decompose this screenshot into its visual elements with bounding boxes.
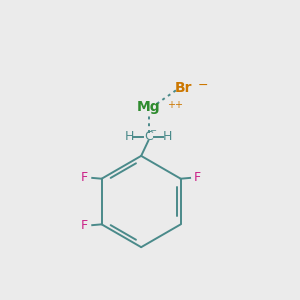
Text: F: F (194, 171, 201, 184)
Text: Mg: Mg (137, 100, 160, 114)
Text: F: F (81, 219, 88, 232)
Text: ++: ++ (167, 100, 183, 110)
Text: −: − (198, 79, 208, 92)
Text: C: C (144, 130, 153, 143)
Text: H: H (163, 130, 172, 143)
Text: −: − (149, 126, 156, 135)
Text: H: H (125, 130, 134, 143)
Text: F: F (81, 171, 88, 184)
Text: Br: Br (175, 81, 193, 95)
